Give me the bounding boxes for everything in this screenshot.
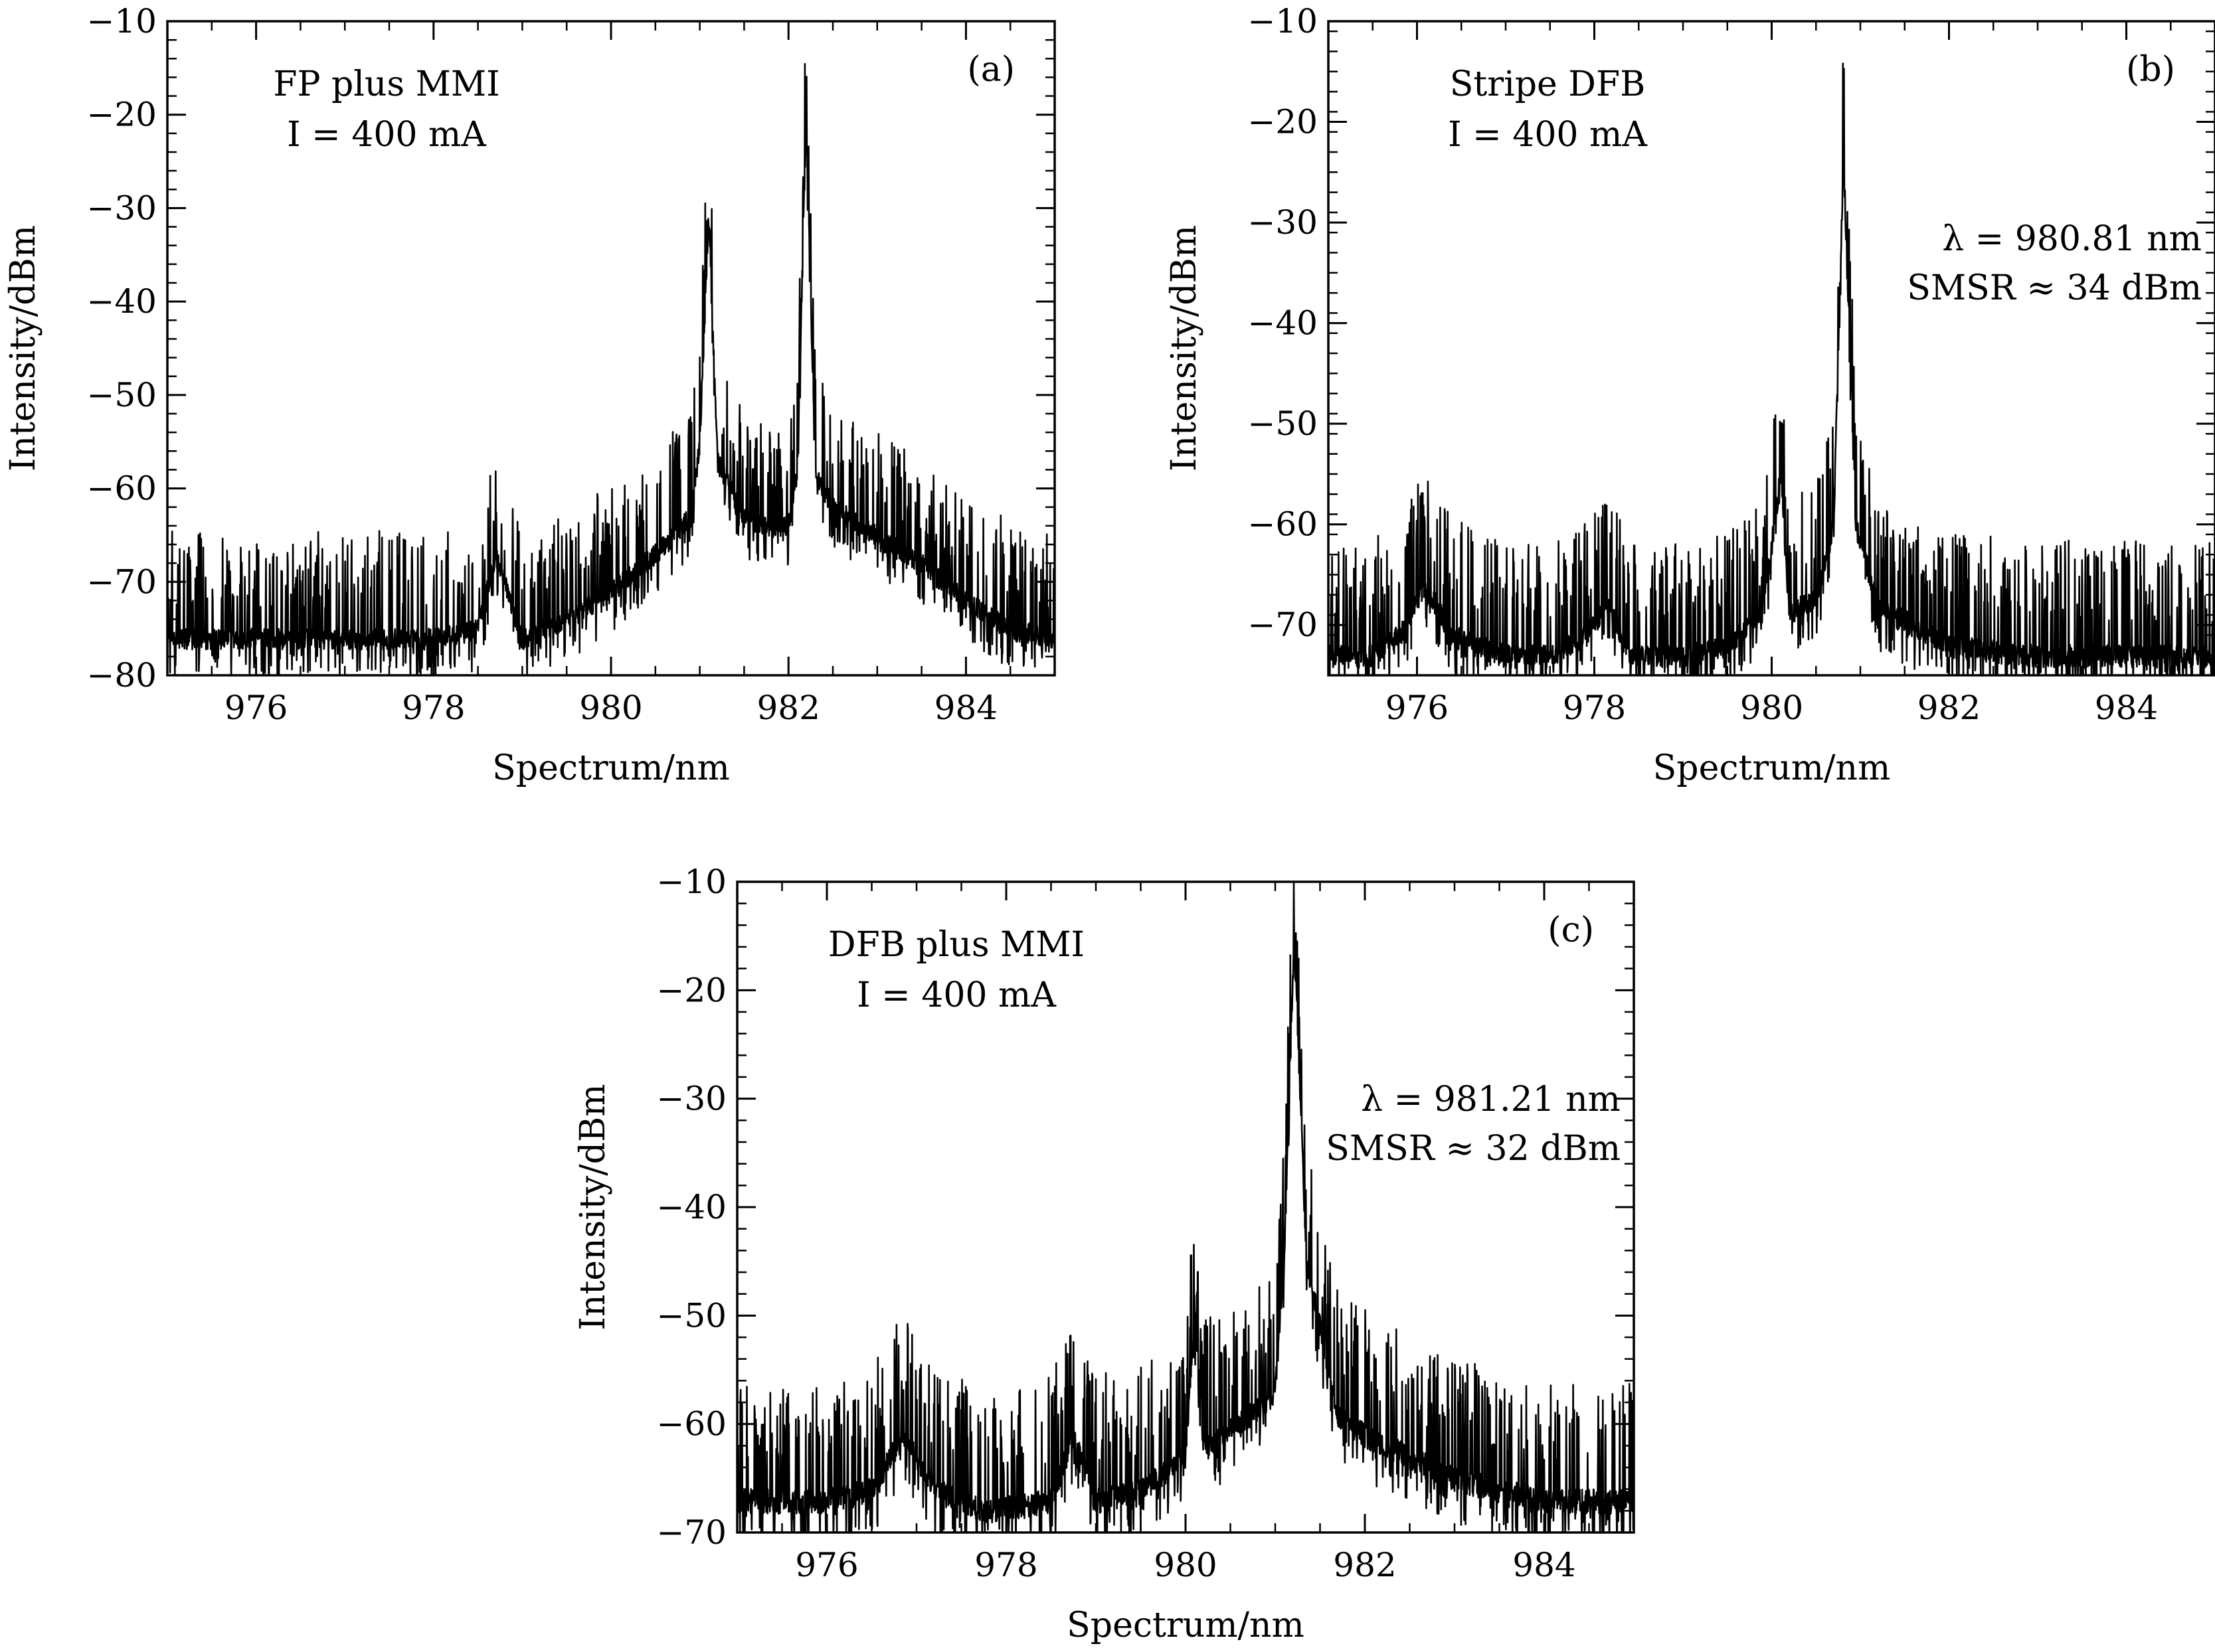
peak-annotation: λ = 981.21 nm (1361, 1080, 1621, 1119)
condition-annotation: I = 400 mA (287, 115, 487, 155)
y-tick-label: −40 (86, 282, 157, 321)
panel-b: 976 978 980 982 984 −70 −60 −50 −40 −30 −20 −10 Spec… (1164, 2, 2215, 788)
x-tick-label: 982 (1333, 1546, 1396, 1584)
y-tick-label: −40 (1247, 304, 1318, 343)
condition-annotation: I = 400 mA (1448, 115, 1648, 155)
x-axis-label: Spectrum/nm (1653, 748, 1891, 788)
x-tick-label: 978 (1563, 689, 1626, 727)
y-tick-label: −50 (1247, 404, 1318, 443)
peak-annotation: SMSR ≈ 34 dBm (1907, 268, 2202, 308)
spectrum-line (737, 882, 1634, 1532)
condition-annotation: I = 400 mA (857, 975, 1057, 1015)
panel-c: 976 978 980 982 984 −70 −60 −50 −40 −30 −20 −10 Spec… (573, 863, 1635, 1645)
spectrum-line (167, 62, 1055, 675)
y-tick-label: −30 (656, 1080, 727, 1118)
x-tick-label: 984 (1512, 1546, 1575, 1584)
y-tick-label: −10 (1247, 2, 1318, 41)
x-tick-label: 984 (2095, 689, 2158, 727)
x-tick-label: 980 (1740, 689, 1803, 727)
condition-annotation: DFB plus MMI (828, 925, 1085, 965)
y-tick-label: −10 (86, 2, 157, 41)
x-tick-label: 976 (795, 1546, 858, 1584)
y-tick-label: −20 (1247, 103, 1318, 141)
y-tick-label: −70 (86, 562, 157, 601)
y-tick-label: −30 (86, 189, 157, 227)
y-tick-label: −60 (1247, 505, 1318, 544)
y-tick-label: −50 (656, 1296, 727, 1335)
y-tick-label: −70 (656, 1513, 727, 1552)
peak-annotation: SMSR ≈ 32 dBm (1326, 1129, 1621, 1169)
x-tick-label: 976 (224, 689, 288, 727)
y-tick-label: −30 (1247, 203, 1318, 242)
y-tick-label: −10 (656, 863, 727, 901)
y-tick-label: −60 (656, 1405, 727, 1444)
y-tick-label: −20 (656, 971, 727, 1009)
x-tick-label: 982 (1917, 689, 1981, 727)
y-tick-label: −70 (1247, 606, 1318, 644)
y-axis-label: Intensity/dBm (1164, 225, 1204, 471)
condition-annotation: Stripe DFB (1450, 64, 1646, 104)
condition-annotation: FP plus MMI (273, 64, 499, 104)
x-tick-label: 980 (1154, 1546, 1217, 1584)
y-tick-label: −60 (86, 469, 157, 508)
x-tick-label: 978 (402, 689, 465, 727)
y-tick-label: −40 (656, 1188, 727, 1226)
peak-annotation: λ = 980.81 nm (1942, 219, 2202, 259)
panel-label: (b) (2126, 50, 2175, 90)
x-tick-label: 980 (579, 689, 642, 727)
y-axis-label: Intensity/dBm (3, 225, 43, 471)
y-tick-label: −80 (86, 656, 157, 695)
y-tick-label: −50 (86, 376, 157, 414)
spectrum-line (1328, 62, 2215, 675)
y-tick-label: −20 (86, 96, 157, 134)
panel-a: 976 978 980 982 984 −80 −70 −60 −50 −40 −30 −20 −10 S… (3, 2, 1056, 788)
x-tick-label: 978 (974, 1546, 1037, 1584)
panel-label: (a) (967, 50, 1015, 90)
x-tick-label: 976 (1385, 689, 1449, 727)
y-axis-label: Intensity/dBm (573, 1084, 613, 1330)
x-tick-label: 982 (756, 689, 820, 727)
panel-label: (c) (1548, 910, 1594, 950)
x-tick-label: 984 (934, 689, 998, 727)
x-axis-label: Spectrum/nm (492, 748, 730, 788)
x-axis-label: Spectrum/nm (1067, 1606, 1304, 1645)
